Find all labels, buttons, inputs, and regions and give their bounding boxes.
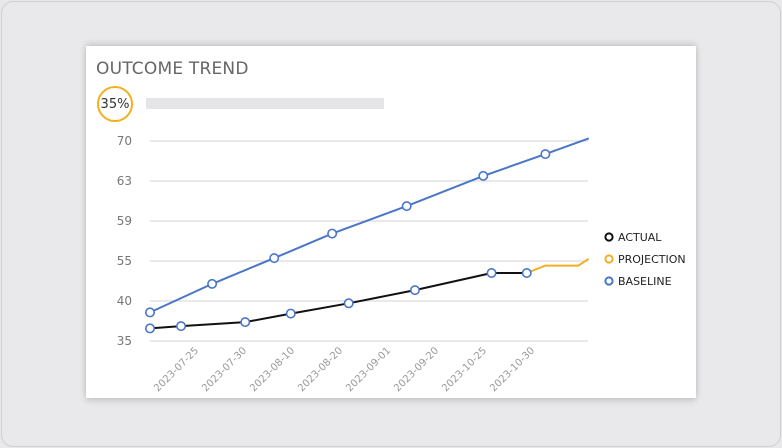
y-tick-label: 35 [117,334,132,348]
data-point [486,268,497,279]
chart-card: OUTCOME TREND 35% 70 63 59 55 40 35 2023-07-25… [86,46,696,398]
series-line-projection [525,258,589,274]
data-point [343,298,354,309]
x-tick-label: 2023-08-10 [248,345,297,394]
y-tick-label: 63 [117,174,132,188]
data-point [401,201,412,212]
x-tick-label: 2023-10-25 [440,345,489,394]
data-point [176,321,187,332]
data-point [240,317,251,328]
legend-label: ACTUAL [618,231,662,244]
legend-marker [604,232,614,242]
x-tick-label: 2023-09-01 [344,345,393,394]
x-tick-label: 2023-07-30 [200,345,249,394]
data-point [409,285,420,296]
placeholder-bar [146,98,384,109]
data-point [144,307,155,318]
series-line-baseline [149,137,589,314]
data-point [521,268,532,279]
legend-marker [604,254,614,264]
x-tick-label: 2023-07-25 [152,345,201,394]
y-tick-label: 55 [117,254,132,268]
legend-marker [604,276,614,286]
chart-title: OUTCOME TREND [96,59,249,79]
y-tick-label: 70 [117,134,132,148]
y-tick-label: 59 [117,214,132,228]
data-point [144,323,155,334]
data-point [327,228,338,239]
data-point [285,308,296,319]
data-point [540,149,551,160]
series-line-actual [149,272,528,330]
data-point [269,253,280,264]
data-point [478,170,489,181]
data-point [207,278,218,289]
x-tick-label: 2023-10-30 [488,345,537,394]
x-tick-label: 2023-09-20 [392,345,441,394]
legend-label: BASELINE [618,275,672,288]
x-tick-label: 2023-08-20 [296,345,345,394]
percent-badge: 35% [97,86,133,122]
legend-label: PROJECTION [618,253,686,266]
y-tick-label: 40 [117,294,132,308]
